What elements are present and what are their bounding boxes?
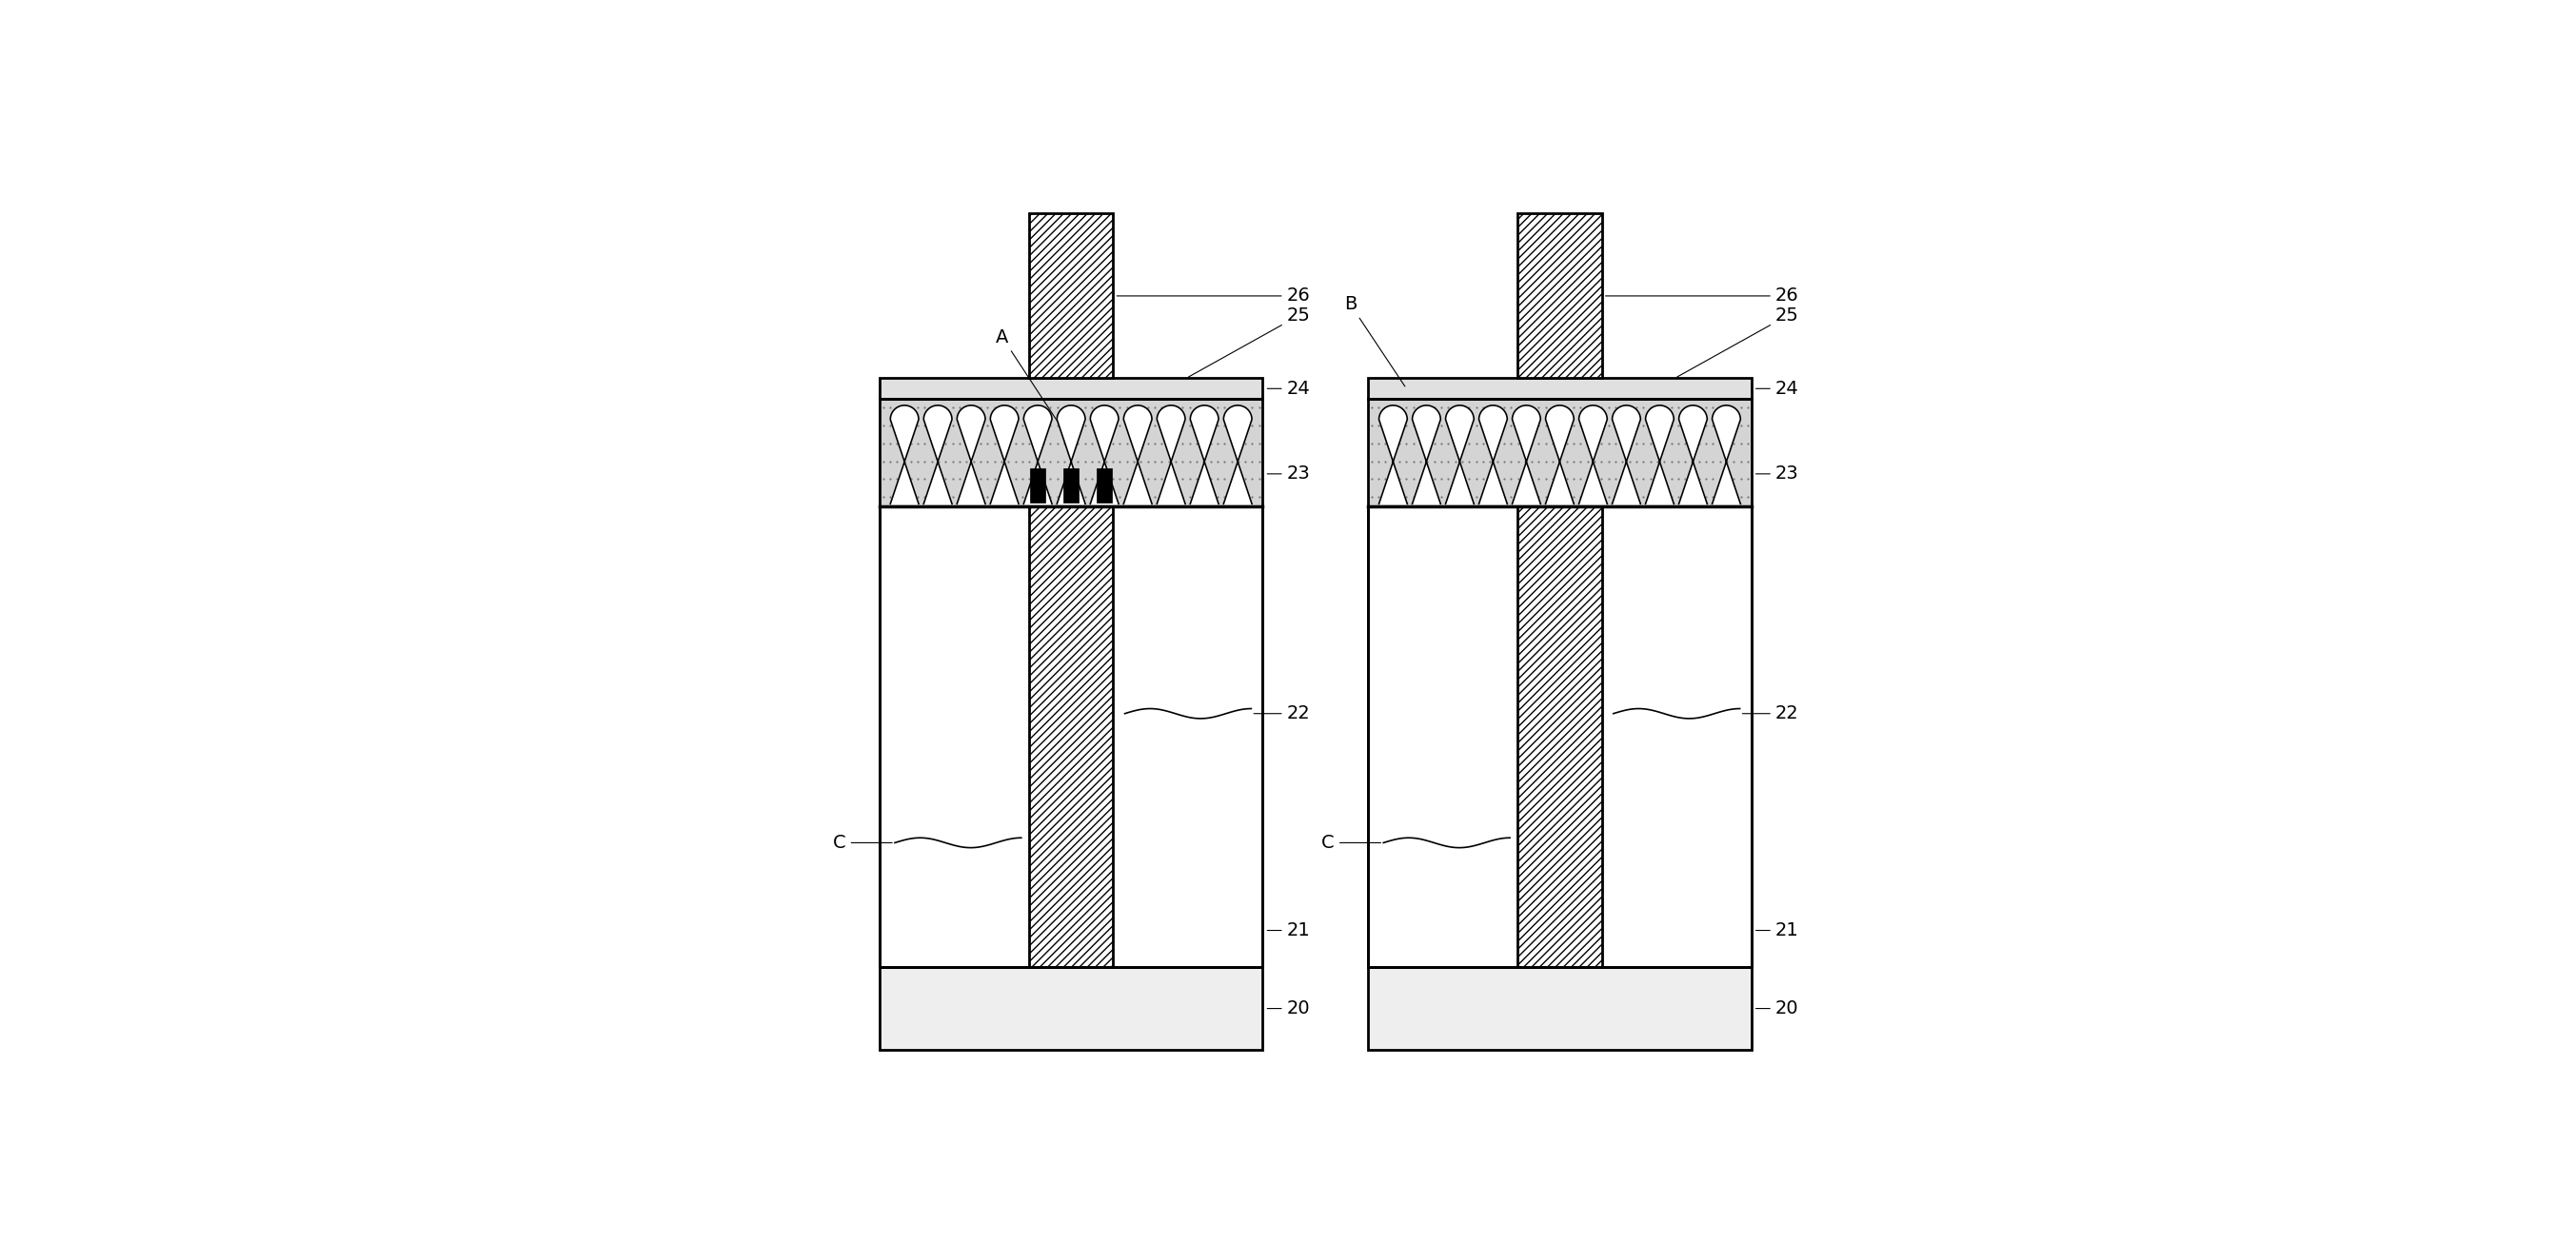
Polygon shape <box>1445 406 1473 504</box>
Bar <box>1368 506 1752 968</box>
Polygon shape <box>1680 406 1708 504</box>
Text: C: C <box>832 833 891 852</box>
Polygon shape <box>1412 406 1440 504</box>
Bar <box>1517 214 1602 378</box>
Text: 24: 24 <box>1757 379 1798 398</box>
Text: 26: 26 <box>1605 287 1798 305</box>
Polygon shape <box>1479 406 1507 504</box>
Text: 23: 23 <box>1757 465 1798 483</box>
Polygon shape <box>989 406 1018 504</box>
Bar <box>1368 399 1752 506</box>
Polygon shape <box>1090 406 1118 504</box>
Bar <box>1064 469 1079 503</box>
Bar <box>1097 469 1113 503</box>
Polygon shape <box>925 406 953 504</box>
Polygon shape <box>1579 406 1607 504</box>
Text: C: C <box>1321 833 1381 852</box>
Text: 21: 21 <box>1757 922 1798 939</box>
Polygon shape <box>1713 406 1741 504</box>
Bar <box>878 506 1262 968</box>
Bar <box>1368 968 1752 1050</box>
Text: 21: 21 <box>1267 922 1311 939</box>
Text: 20: 20 <box>1267 999 1311 1018</box>
Text: B: B <box>1345 295 1404 387</box>
Polygon shape <box>1613 406 1641 504</box>
Polygon shape <box>1546 406 1574 504</box>
Polygon shape <box>1123 406 1151 504</box>
Bar <box>1028 506 1113 968</box>
Polygon shape <box>1056 406 1084 504</box>
Polygon shape <box>1023 406 1051 504</box>
Text: 25: 25 <box>1677 307 1798 377</box>
Text: 20: 20 <box>1757 999 1798 1018</box>
Text: 22: 22 <box>1255 704 1311 723</box>
Bar <box>878 378 1262 399</box>
Text: 23: 23 <box>1267 465 1311 483</box>
Polygon shape <box>891 406 920 504</box>
Bar <box>878 399 1262 506</box>
Bar <box>878 968 1262 1050</box>
Text: 25: 25 <box>1188 307 1311 377</box>
Polygon shape <box>1157 406 1185 504</box>
Polygon shape <box>1224 406 1252 504</box>
Polygon shape <box>1190 406 1218 504</box>
Text: 22: 22 <box>1741 704 1798 723</box>
Text: 24: 24 <box>1267 379 1311 398</box>
Bar <box>1368 378 1752 399</box>
Text: 26: 26 <box>1118 287 1311 305</box>
Bar <box>1030 469 1046 503</box>
Bar <box>1517 506 1602 968</box>
Polygon shape <box>956 406 984 504</box>
Bar <box>1028 214 1113 378</box>
Polygon shape <box>1378 406 1406 504</box>
Text: A: A <box>997 328 1066 434</box>
Polygon shape <box>1646 406 1674 504</box>
Polygon shape <box>1512 406 1540 504</box>
